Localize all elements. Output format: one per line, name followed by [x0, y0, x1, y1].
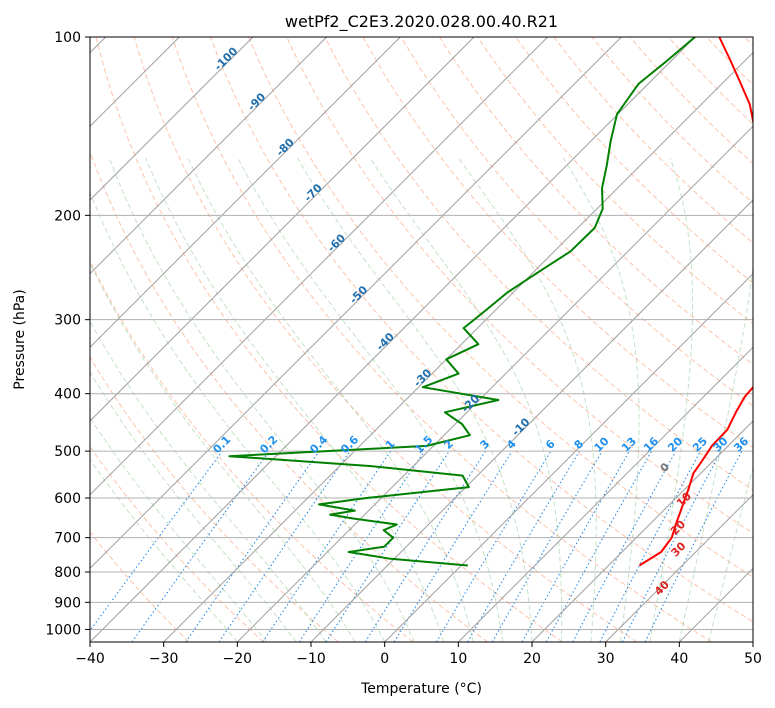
y-tick-label: 600	[54, 491, 81, 507]
isotherm	[310, 199, 753, 642]
isotherm	[90, 37, 328, 275]
x-tick-label: 30	[597, 651, 615, 667]
dry-adiabat	[515, 37, 753, 284]
dry-adiabat	[90, 531, 190, 642]
x-tick-label: −40	[75, 651, 105, 667]
isotherm	[90, 37, 549, 496]
x-tick-label: 50	[744, 651, 762, 667]
background-lines	[90, 37, 753, 642]
dry-adiabat	[438, 37, 753, 366]
x-tick-label: 10	[449, 651, 467, 667]
dry-adiabat	[324, 37, 753, 491]
y-tick-label: 700	[54, 531, 81, 547]
moist-adiabat	[90, 261, 356, 642]
dry-adiabat	[248, 37, 753, 578]
mixing-ratio-line	[131, 450, 270, 642]
isotherm	[531, 420, 753, 642]
y-axis-label: Pressure (hPa)	[12, 289, 28, 389]
mixing-ratio-line	[393, 450, 513, 642]
mixing-ratio-line	[644, 450, 743, 642]
y-tick-label: 500	[54, 444, 81, 460]
y-tick-label: 800	[54, 565, 81, 581]
moist-adiabat	[562, 157, 640, 642]
isotherm	[90, 37, 696, 642]
isotherm	[90, 37, 254, 201]
x-tick-label: −20	[223, 651, 253, 667]
y-tick-label: 200	[54, 208, 81, 224]
x-tick-label: −10	[296, 651, 326, 667]
isotherm	[90, 37, 401, 349]
y-tick-label: 1000	[45, 622, 81, 638]
mixing-ratio-line	[521, 450, 630, 642]
isotherm	[163, 51, 753, 642]
dry-adiabat	[400, 37, 753, 407]
y-tick-label: 400	[54, 387, 81, 403]
isotherm	[236, 125, 753, 642]
series-line-2	[228, 37, 696, 567]
dry-adiabat	[90, 356, 339, 642]
dry-adiabat	[133, 37, 638, 642]
mixing-ratio-line	[262, 450, 392, 642]
x-tick-label: 20	[523, 651, 541, 667]
dry-adiabat	[171, 37, 712, 642]
mixing-ratio-line	[545, 450, 653, 642]
y-tick-label: 900	[54, 595, 81, 611]
isotherm	[384, 272, 753, 642]
isotherm	[90, 37, 622, 570]
mixing-ratio-line	[572, 450, 677, 642]
x-axis-label: Temperature (°C)	[360, 681, 482, 697]
mixing-ratio-line	[218, 450, 351, 642]
mixing-ratio-line	[90, 450, 223, 632]
x-tick-label: 0	[380, 651, 389, 667]
dry-adiabat	[210, 37, 753, 623]
y-axis: 1000 900 800 700 600 500 400 300 200 100	[45, 30, 90, 638]
y-tick-label: 100	[54, 30, 81, 46]
moist-adiabat	[237, 157, 503, 642]
series-line-1	[638, 37, 753, 567]
moist-adiabat	[369, 157, 563, 642]
x-axis: −40 −30 −20 −10 0 10 20 30 40 50	[75, 642, 762, 667]
plot-frame	[89, 36, 754, 643]
moist-adiabat	[296, 157, 533, 642]
dry-adiabat	[90, 150, 488, 642]
isotherm	[90, 37, 475, 422]
y-tick-label: 300	[54, 313, 81, 329]
series-layer	[228, 37, 753, 567]
chart-title: wetPf2_C2E3.2020.028.00.40.R21	[285, 12, 558, 32]
dry-adiabat	[90, 445, 264, 642]
isotherm	[605, 493, 753, 642]
isotherm	[457, 346, 753, 642]
dry-adiabat	[95, 37, 563, 642]
mixing-ratio-line	[185, 450, 320, 642]
x-tick-label: −30	[149, 651, 179, 667]
mixing-ratio-line	[325, 450, 450, 642]
x-tick-label: 40	[670, 651, 688, 667]
